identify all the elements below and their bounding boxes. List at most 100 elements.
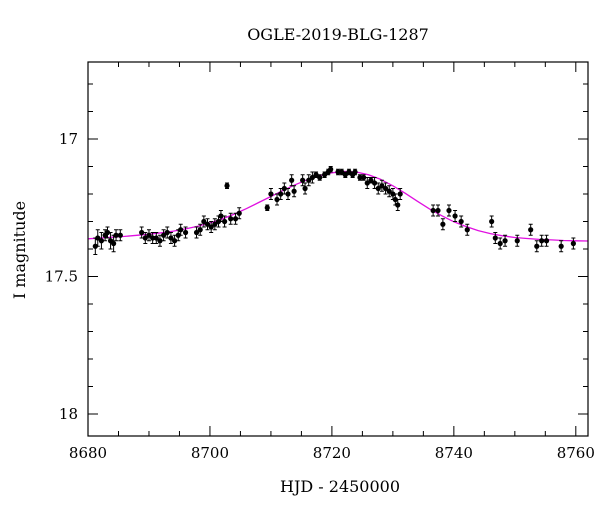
data-point — [201, 218, 207, 225]
x-tick-label: 8760 — [557, 444, 595, 462]
data-point — [361, 174, 367, 181]
data-point — [171, 238, 178, 244]
data-point — [335, 169, 341, 175]
model-curve-group — [87, 170, 589, 242]
data-point — [558, 243, 564, 249]
data-point — [375, 185, 381, 192]
data-point — [502, 238, 508, 244]
data-point — [492, 235, 498, 241]
data-point — [342, 172, 348, 178]
data-point — [95, 235, 101, 241]
data-point — [289, 177, 295, 183]
data-point — [339, 169, 345, 175]
data-point — [111, 240, 117, 247]
data-point — [157, 238, 163, 244]
data-point — [328, 166, 334, 172]
data-point — [313, 172, 319, 178]
data-point — [352, 169, 358, 175]
data-point — [175, 232, 181, 238]
x-tick-label: 8700 — [191, 444, 229, 462]
data-point — [309, 174, 315, 181]
y-tick-label: 17.5 — [45, 268, 78, 286]
x-axis-label: HJD - 2450000 — [280, 477, 400, 496]
data-point — [228, 216, 234, 222]
data-point — [218, 213, 224, 219]
data-point — [464, 227, 470, 233]
data-point — [264, 205, 270, 211]
data-point — [390, 191, 396, 197]
data-point — [302, 185, 308, 192]
data-point — [208, 224, 214, 230]
data-point — [164, 229, 170, 236]
data-point — [281, 185, 287, 192]
data-point — [300, 177, 306, 183]
data-point — [514, 238, 520, 244]
data-point — [146, 232, 152, 238]
data-point — [534, 243, 540, 249]
data-point — [113, 232, 119, 238]
data-point — [528, 227, 534, 233]
data-point — [497, 240, 503, 247]
data-point — [430, 207, 436, 214]
data-point — [204, 221, 211, 227]
data-point — [168, 235, 174, 241]
data-point — [357, 174, 363, 181]
data-point — [178, 227, 184, 233]
data-point — [285, 191, 291, 197]
data-point — [161, 232, 167, 238]
data-point — [379, 183, 385, 189]
data-point — [197, 227, 203, 233]
data-point — [224, 183, 230, 189]
x-tick-label: 8740 — [435, 444, 473, 462]
data-point — [104, 229, 111, 236]
data-point — [317, 174, 323, 181]
data-point — [570, 240, 576, 247]
data-point — [236, 210, 242, 216]
data-point — [458, 218, 464, 225]
data-point — [306, 177, 312, 183]
data-point — [452, 213, 458, 219]
y-tick-label: 17 — [59, 130, 78, 148]
data-point — [539, 238, 545, 244]
axis-ticks: 8680 8700 8720 8740 8760 17 17.5 18 — [45, 62, 595, 462]
data-point — [371, 180, 378, 186]
model-curve — [87, 170, 589, 242]
data-point — [212, 221, 218, 227]
data-point — [215, 218, 222, 225]
data-point — [392, 196, 398, 203]
data-point — [395, 202, 401, 208]
data-points-group — [92, 166, 576, 255]
y-tick-label: 18 — [59, 405, 78, 423]
x-tick-label: 8680 — [69, 444, 107, 462]
data-point — [182, 229, 189, 236]
data-point — [291, 188, 297, 194]
data-point — [193, 229, 200, 236]
data-point — [435, 207, 441, 214]
data-point — [268, 191, 274, 197]
data-point — [153, 235, 159, 241]
data-point — [382, 185, 389, 192]
data-point — [117, 232, 123, 238]
data-point — [278, 191, 284, 197]
data-point — [397, 191, 403, 197]
y-axis-label: I magnitude — [10, 201, 29, 299]
data-point — [274, 196, 280, 203]
x-tick-label: 8720 — [313, 444, 351, 462]
data-point — [139, 229, 145, 236]
data-point — [221, 218, 228, 225]
data-point — [346, 169, 352, 175]
data-point — [150, 235, 156, 241]
data-point — [364, 180, 370, 186]
plot-frame — [87, 61, 589, 437]
data-point — [386, 188, 392, 194]
data-point — [489, 218, 495, 225]
data-point — [92, 243, 98, 249]
data-point — [321, 172, 328, 178]
data-point — [440, 221, 446, 227]
data-point — [142, 235, 148, 241]
data-point — [446, 207, 452, 214]
data-point — [543, 238, 550, 244]
data-point — [368, 177, 374, 183]
chart-title: OGLE-2019-BLG-1287 — [247, 25, 429, 44]
